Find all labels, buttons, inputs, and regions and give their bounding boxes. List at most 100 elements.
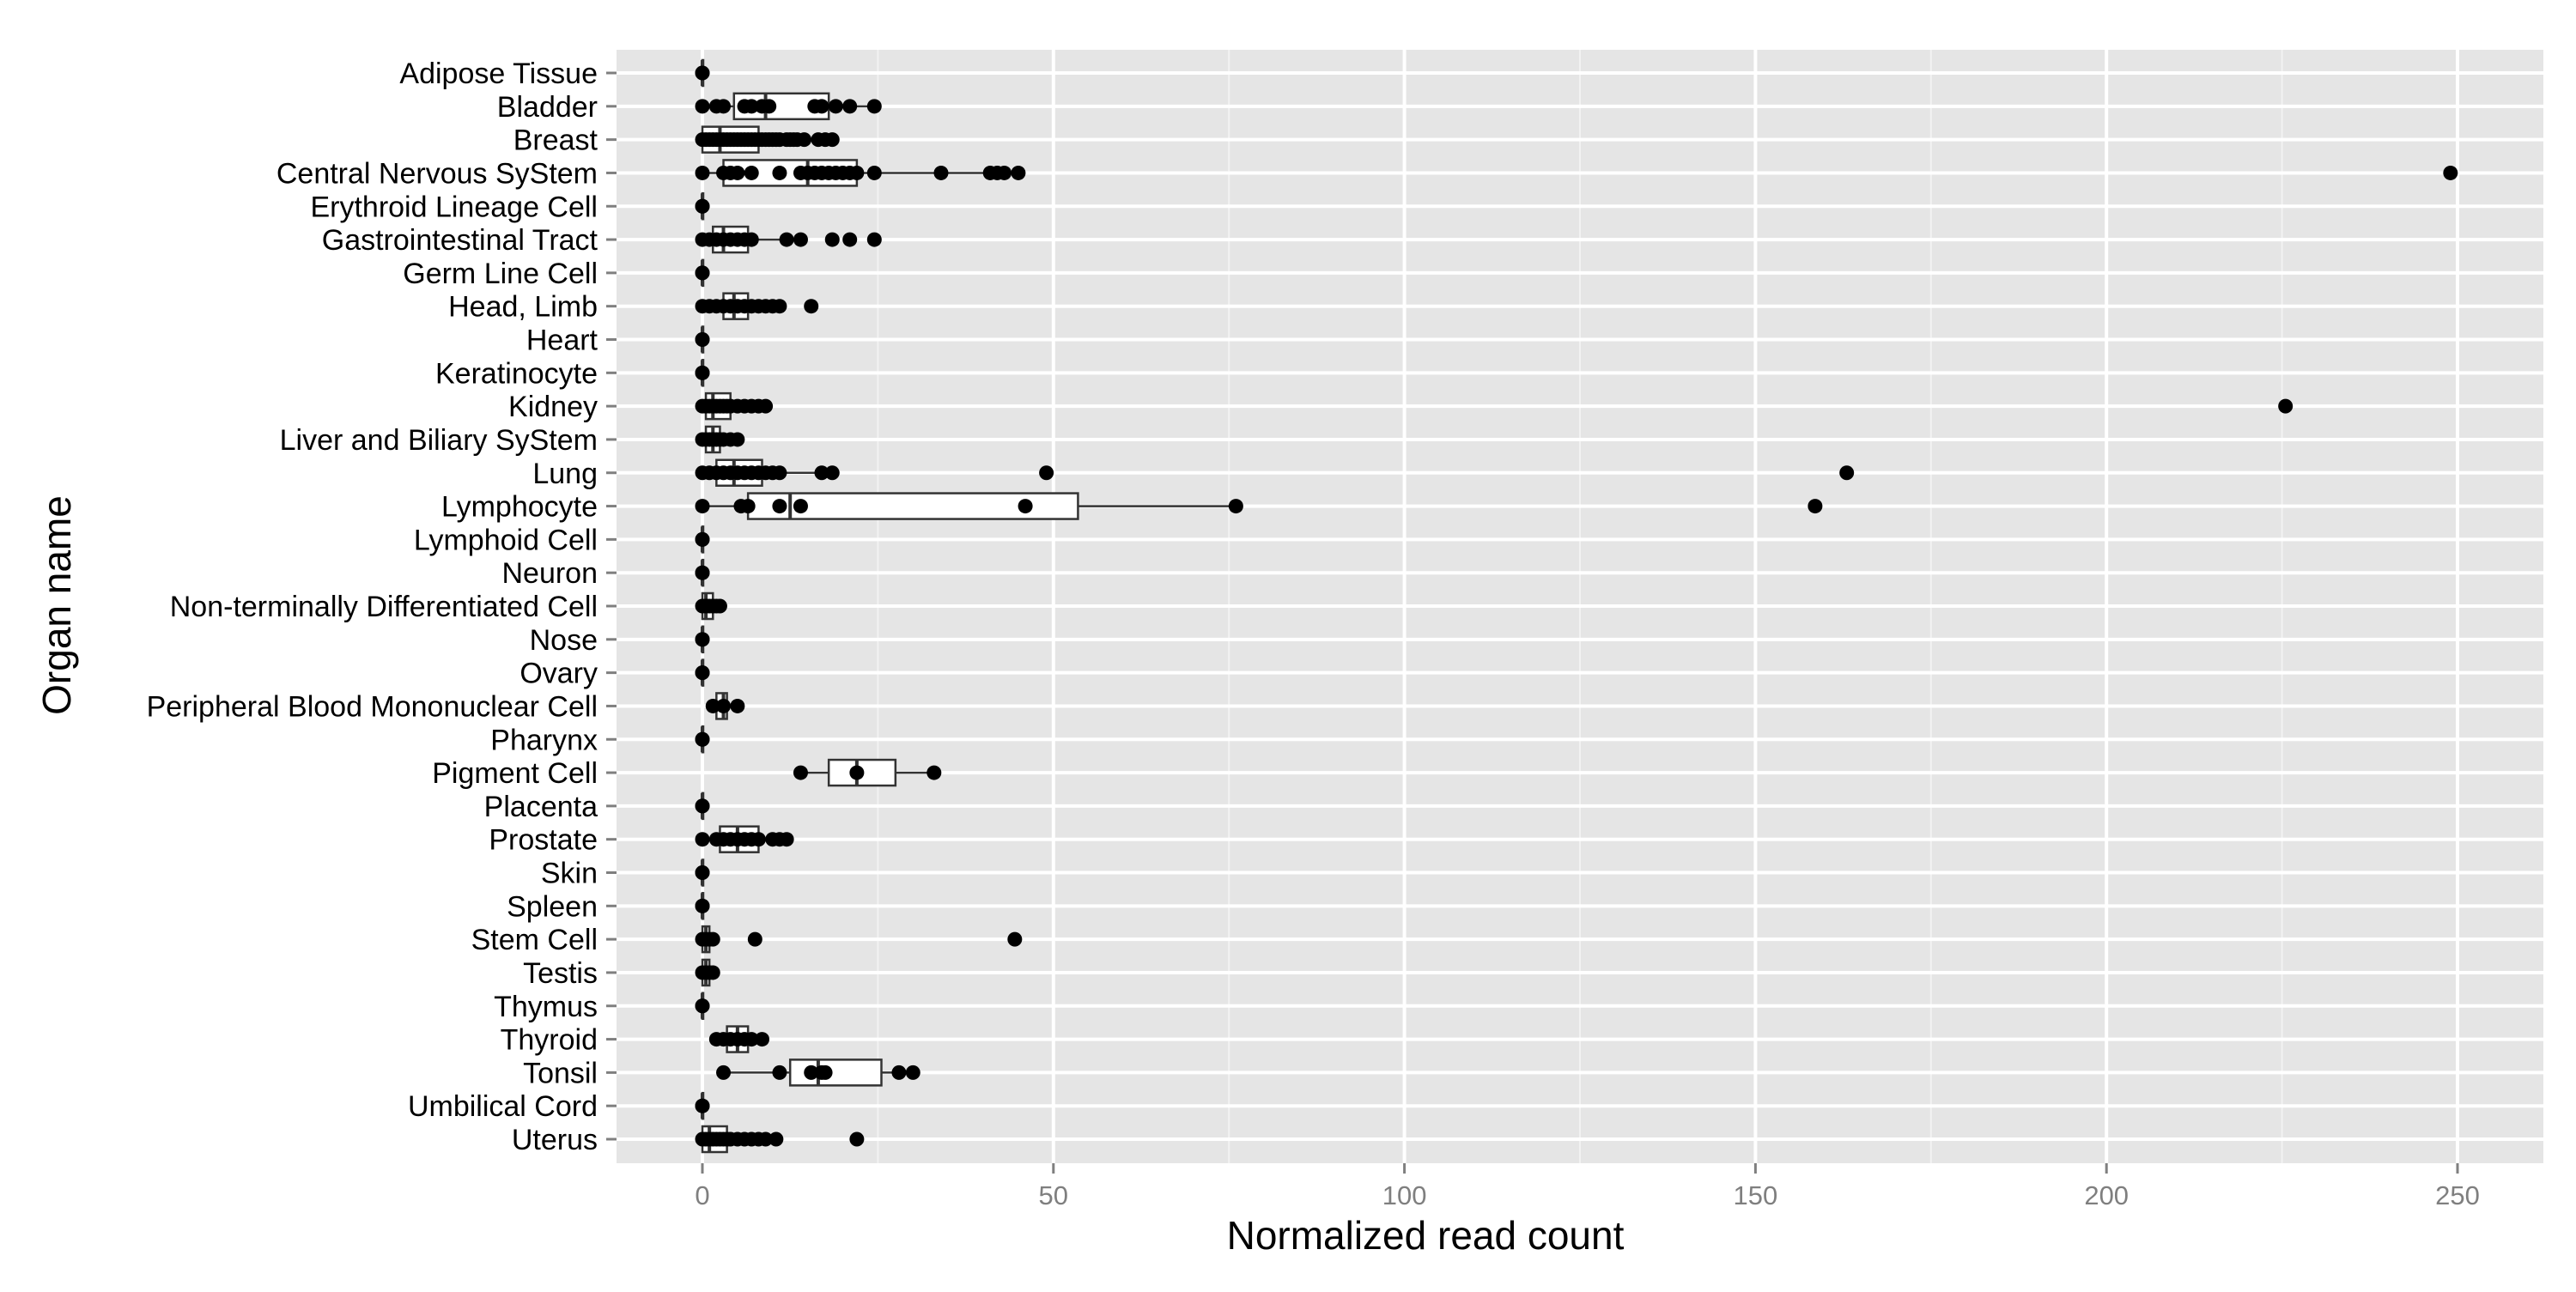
data-point	[730, 698, 745, 713]
data-point	[866, 232, 882, 247]
points-head-limb	[695, 299, 819, 314]
data-point	[754, 1032, 769, 1047]
points-uterus	[695, 1131, 865, 1147]
data-point	[1839, 465, 1855, 481]
y-tick-label: Testis	[523, 957, 598, 990]
points-peripheral-blood-mononuclear-cell	[705, 698, 745, 713]
data-point	[695, 665, 710, 681]
data-point	[758, 398, 774, 414]
data-point	[744, 165, 759, 180]
data-point	[695, 499, 710, 514]
data-point	[762, 99, 777, 114]
points-pigment-cell	[793, 765, 942, 780]
data-point	[814, 99, 829, 114]
x-tick-label: 150	[1734, 1180, 1778, 1210]
points-liver-and-biliary-system	[695, 432, 745, 447]
data-point	[824, 465, 840, 481]
points-germ-line-cell	[695, 265, 710, 281]
data-point	[695, 998, 710, 1014]
y-tick-label: Lung	[532, 458, 598, 490]
y-tick-label: Tonsil	[523, 1057, 598, 1089]
data-point	[804, 299, 819, 314]
points-adipose-tissue	[695, 65, 710, 81]
data-point	[793, 232, 808, 247]
data-point	[933, 165, 949, 180]
y-tick-label: Lymphocyte	[441, 491, 598, 524]
y-tick-label: Uterus	[512, 1124, 598, 1156]
y-tick-label: Central Nervous SyStem	[276, 157, 598, 190]
data-point	[772, 165, 787, 180]
data-point	[744, 99, 759, 114]
data-point	[1228, 499, 1243, 514]
points-lymphoid-cell	[695, 531, 710, 547]
data-point	[695, 731, 710, 747]
y-tick-label: Pharynx	[490, 724, 598, 756]
data-point	[695, 165, 710, 180]
data-point	[695, 832, 710, 847]
data-point	[730, 165, 745, 180]
data-point	[705, 965, 720, 980]
data-point	[716, 99, 732, 114]
x-axis-title: Normalized read count	[1227, 1213, 1625, 1258]
point-layer	[695, 65, 2458, 1147]
y-tick-label: Stem Cell	[471, 924, 598, 956]
data-point	[695, 265, 710, 281]
data-point	[695, 1098, 710, 1113]
points-kidney	[695, 398, 2293, 414]
y-tick-label: Skin	[541, 858, 598, 890]
y-tick-label: Neuron	[501, 557, 598, 590]
box-tonsil	[723, 1058, 914, 1087]
data-point	[1011, 165, 1026, 180]
data-point	[744, 232, 759, 247]
data-point	[716, 698, 732, 713]
data-point	[1007, 931, 1023, 947]
data-point	[849, 765, 865, 780]
data-point	[2443, 165, 2458, 180]
points-ovary	[695, 665, 710, 681]
points-gastrointestinal-tract	[695, 232, 882, 247]
x-tick-label: 50	[1039, 1180, 1068, 1210]
points-erythroid-lineage-cell	[695, 198, 710, 214]
data-point	[828, 99, 843, 114]
y-tick-label: Head, Limb	[448, 291, 598, 324]
data-point	[849, 165, 865, 180]
data-point	[705, 931, 720, 947]
data-point	[695, 332, 710, 347]
y-tick-label: Pigment Cell	[432, 757, 598, 790]
points-placenta	[695, 798, 710, 814]
data-point	[769, 1131, 784, 1147]
points-umbilical-cord	[695, 1098, 710, 1113]
points-prostate	[695, 832, 794, 847]
data-point	[824, 232, 840, 247]
data-point	[1018, 499, 1033, 514]
y-tick-label: Heart	[526, 325, 598, 357]
x-tick-label: 100	[1382, 1180, 1427, 1210]
points-non-terminally-differentiated-cell	[695, 598, 727, 614]
y-tick-label: Prostate	[489, 824, 598, 857]
points-thyroid	[708, 1032, 769, 1047]
points-nose	[695, 632, 710, 647]
data-point	[779, 232, 794, 247]
data-point	[758, 1131, 774, 1147]
data-point	[740, 499, 756, 514]
data-point	[814, 465, 829, 481]
data-point	[2278, 398, 2293, 414]
points-breast	[695, 132, 840, 148]
data-point	[891, 1065, 907, 1080]
data-point	[772, 499, 787, 514]
data-point	[866, 165, 882, 180]
data-point	[750, 832, 766, 847]
data-point	[779, 832, 794, 847]
y-tick-label: Spleen	[507, 890, 598, 923]
box-rect	[788, 1058, 883, 1087]
data-point	[705, 698, 720, 713]
data-point	[842, 99, 858, 114]
data-point	[695, 898, 710, 913]
y-tick-label: Keratinocyte	[435, 357, 598, 390]
data-point	[797, 132, 812, 148]
y-tick-label: Breast	[513, 124, 598, 157]
data-point	[695, 531, 710, 547]
y-tick-label: Peripheral Blood Mononuclear Cell	[147, 690, 598, 723]
data-point	[1807, 499, 1823, 514]
